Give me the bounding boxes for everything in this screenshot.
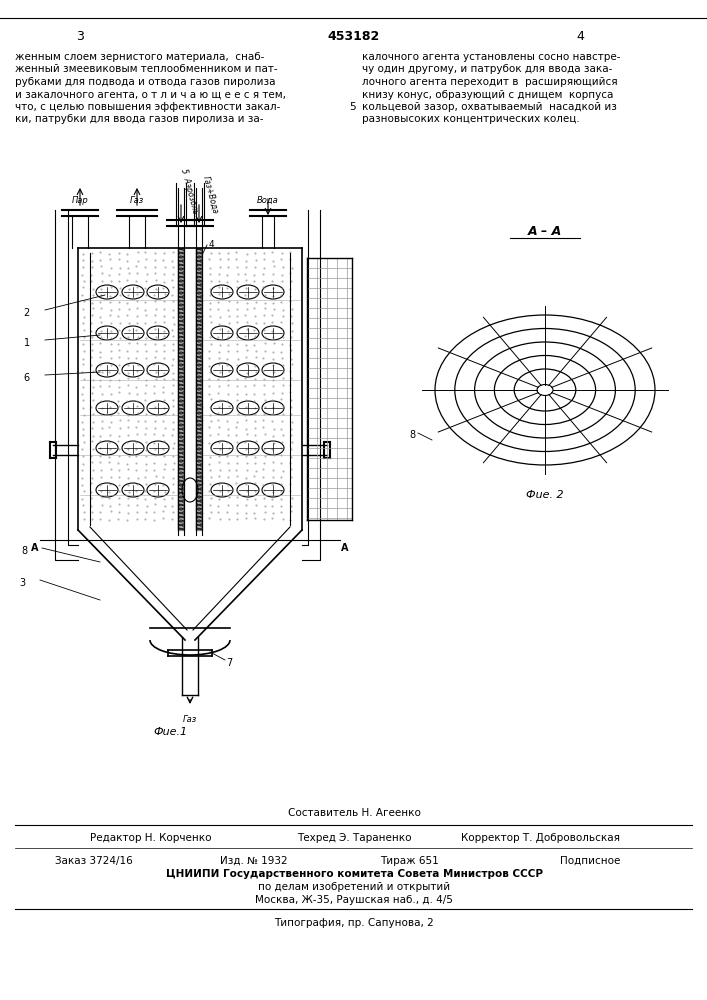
Text: Заказ 3724/16: Заказ 3724/16 <box>55 856 133 866</box>
Text: женный змеевиковым теплообменником и пат-: женный змеевиковым теплообменником и пат… <box>15 64 278 75</box>
Text: 2: 2 <box>24 308 30 318</box>
Text: 5  Аэрозоль: 5 Аэрозоль <box>179 168 200 215</box>
Text: 3: 3 <box>76 30 84 43</box>
Text: Газ: Газ <box>130 196 144 205</box>
Text: и закалочного агента, о т л и ч а ю щ е е с я тем,: и закалочного агента, о т л и ч а ю щ е … <box>15 90 286 100</box>
Text: 4: 4 <box>209 240 215 249</box>
Text: книзу конус, образующий с днищем  корпуса: книзу конус, образующий с днищем корпуса <box>362 90 614 100</box>
Text: A – A: A – A <box>528 225 562 238</box>
Text: Подписное: Подписное <box>560 856 620 866</box>
Text: А: А <box>341 543 349 553</box>
Text: Тираж 651: Тираж 651 <box>380 856 439 866</box>
Text: 453182: 453182 <box>328 30 380 43</box>
Text: 4: 4 <box>576 30 584 43</box>
Text: женным слоем зернистого материала,  снаб-: женным слоем зернистого материала, снаб- <box>15 52 264 62</box>
Text: Пар: Пар <box>71 196 88 205</box>
Text: Газ: Газ <box>183 715 197 724</box>
Text: 5: 5 <box>350 102 356 112</box>
Text: Москва, Ж-35, Раушская наб., д. 4/5: Москва, Ж-35, Раушская наб., д. 4/5 <box>255 895 453 905</box>
Text: калочного агента установлены сосно навстре-: калочного агента установлены сосно навст… <box>362 52 621 62</box>
Text: 8: 8 <box>22 546 28 556</box>
Text: лочного агента переходит в  расширяющийся: лочного агента переходит в расширяющийся <box>362 77 618 87</box>
Text: 1: 1 <box>24 338 30 348</box>
Text: что, с целью повышения эффективности закал-: что, с целью повышения эффективности зак… <box>15 102 281 112</box>
Text: Составитель Н. Агеенко: Составитель Н. Агеенко <box>288 808 421 818</box>
Text: Техред Э. Тараненко: Техред Э. Тараненко <box>297 833 411 843</box>
Text: 7: 7 <box>226 658 233 668</box>
Text: 6: 6 <box>24 373 30 383</box>
Text: рубками для подвода и отвода газов пиролиза: рубками для подвода и отвода газов пирол… <box>15 77 276 87</box>
Text: Фue. 2: Фue. 2 <box>526 490 563 500</box>
Text: по делам изобретений и открытий: по делам изобретений и открытий <box>258 882 450 892</box>
Text: Изд. № 1932: Изд. № 1932 <box>220 856 288 866</box>
Text: Газ+Вода: Газ+Вода <box>201 175 220 215</box>
Text: Редактор Н. Корченко: Редактор Н. Корченко <box>90 833 211 843</box>
Text: ки, патрубки для ввода газов пиролиза и за-: ки, патрубки для ввода газов пиролиза и … <box>15 114 264 124</box>
Text: чу один другому, и патрубок для ввода зака-: чу один другому, и патрубок для ввода за… <box>362 64 612 75</box>
Text: 8: 8 <box>409 430 415 440</box>
Text: разновысоких концентрических колец.: разновысоких концентрических колец. <box>362 114 580 124</box>
Text: Корректор Т. Добровольская: Корректор Т. Добровольская <box>461 833 620 843</box>
Text: ЦНИИПИ Государственного комитета Совета Министров СССР: ЦНИИПИ Государственного комитета Совета … <box>165 869 542 879</box>
Text: Типография, пр. Сапунова, 2: Типография, пр. Сапунова, 2 <box>274 918 434 928</box>
Text: А: А <box>31 543 39 553</box>
Text: Фue.1: Фue.1 <box>153 727 187 737</box>
Text: кольцевой зазор, охватываемый  насадкой из: кольцевой зазор, охватываемый насадкой и… <box>362 102 617 112</box>
Text: 3: 3 <box>19 578 25 588</box>
Text: Вода: Вода <box>257 196 279 205</box>
